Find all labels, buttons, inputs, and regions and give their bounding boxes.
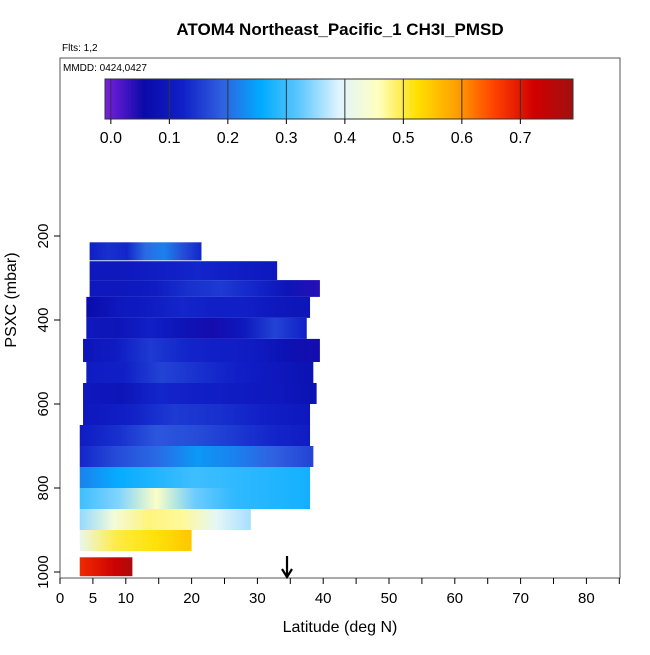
chart-title: ATOM4 Northeast_Pacific_1 CH3I_PMSD xyxy=(176,20,503,39)
heatmap-band xyxy=(83,404,311,425)
heatmap-band xyxy=(86,362,314,383)
colorbar-tick-label: 0.5 xyxy=(392,130,414,147)
flights-note: Flts: 1,2 xyxy=(62,43,98,54)
date-note: MMDD: 0424,0427 xyxy=(63,63,147,74)
x-axis-label: Latitude (deg N) xyxy=(283,619,398,636)
y-tick-label: 1000 xyxy=(35,555,52,588)
x-tick-label: 70 xyxy=(512,590,529,607)
heatmap-band xyxy=(86,296,311,318)
heatmap-cells xyxy=(79,242,320,577)
x-tick-label: 80 xyxy=(578,590,595,607)
heatmap-band xyxy=(79,425,311,446)
x-tick-label: 30 xyxy=(249,590,266,607)
colorbar-tick-label: 0.1 xyxy=(158,130,180,147)
x-tick-label: 0 xyxy=(56,590,64,607)
y-tick-label: 200 xyxy=(35,223,52,248)
heatmap-band xyxy=(86,317,307,339)
x-tick-label: 5 xyxy=(89,590,97,607)
x-tick-label: 20 xyxy=(183,590,200,607)
heatmap-band xyxy=(79,467,311,488)
colorbar-tick-label: 0.2 xyxy=(217,130,239,147)
colorbar-tick-label: 0.7 xyxy=(509,130,531,147)
x-tick-label: 40 xyxy=(315,590,332,607)
marker-head xyxy=(281,568,293,580)
heatmap-band xyxy=(79,509,251,530)
colorbar: 0.0 0.1 0.2 0.3 0.4 0.5 0.6 0.7 xyxy=(100,78,574,147)
x-tick-label: 60 xyxy=(446,590,463,607)
y-tick-label: 800 xyxy=(35,475,52,500)
y-tick-label: 400 xyxy=(35,307,52,332)
colorbar-tick-label: 0.4 xyxy=(334,130,356,147)
x-tick-label: 50 xyxy=(381,590,398,607)
plot-frame xyxy=(59,57,621,579)
colorbar-tick-label: 0.0 xyxy=(100,130,122,147)
heatmap-band xyxy=(83,338,320,362)
colorbar-gradient xyxy=(105,79,573,119)
heatmap-band xyxy=(79,530,192,551)
colorbar-tick-label: 0.6 xyxy=(451,130,473,147)
heatmap-band xyxy=(89,261,278,281)
y-axis-label: PSXC (mbar) xyxy=(3,252,20,347)
heatmap-band xyxy=(79,557,133,577)
axes: 0 5 10 20 30 40 50 60 70 80 200 400 600 800 1000 xyxy=(35,223,620,607)
heatmap-band xyxy=(83,383,317,404)
heatmap-band xyxy=(89,242,202,261)
latitude-marker-arrow xyxy=(281,556,293,580)
heatmap-band xyxy=(89,280,320,297)
y-tick-label: 600 xyxy=(35,391,52,416)
x-tick-label: 10 xyxy=(117,590,134,607)
colorbar-tick-label: 0.3 xyxy=(275,130,297,147)
heatmap-band xyxy=(79,446,314,467)
colorbar-frame xyxy=(104,78,574,120)
heatmap-band xyxy=(79,488,311,509)
